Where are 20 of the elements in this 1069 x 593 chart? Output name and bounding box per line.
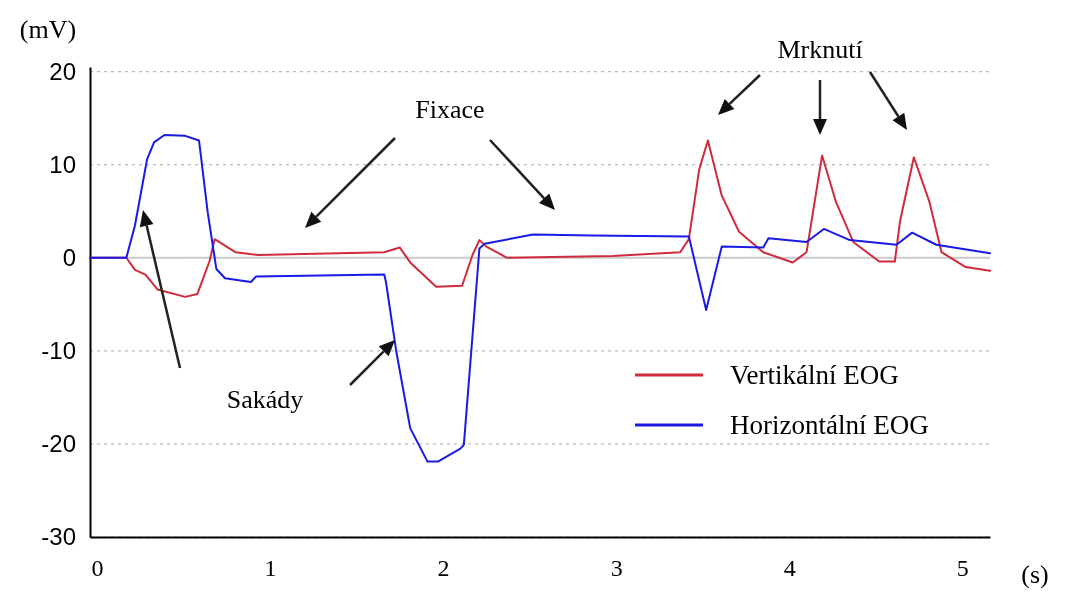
y-tick-label: 0: [62, 243, 76, 271]
annotation: Sakády: [226, 385, 304, 414]
legend-label: Horizontální EOG: [730, 410, 929, 440]
x-tick-label: 0: [91, 555, 104, 582]
legend-label: Vertikální EOG: [730, 360, 899, 390]
text: Mrknutí: [777, 35, 863, 64]
x-tick-label: 5: [956, 555, 969, 582]
y-tick-label: -20: [41, 430, 76, 458]
y-axis-title: (mV): [19, 15, 77, 44]
annotation: Fixace: [415, 95, 485, 124]
y-tick-label: -30: [41, 523, 76, 551]
x-tick-label: 4: [783, 555, 796, 582]
x-axis-title: (s): [1021, 560, 1049, 589]
line-series: [89, 133, 991, 463]
y-tick-label: 20: [49, 57, 76, 85]
y-tick-label: 10: [49, 150, 76, 178]
x-tick-label: 1: [264, 555, 277, 582]
y-tick-label: -10: [41, 337, 76, 365]
x-tick-label: 3: [610, 555, 623, 582]
x-tick-label: 2: [437, 555, 450, 582]
